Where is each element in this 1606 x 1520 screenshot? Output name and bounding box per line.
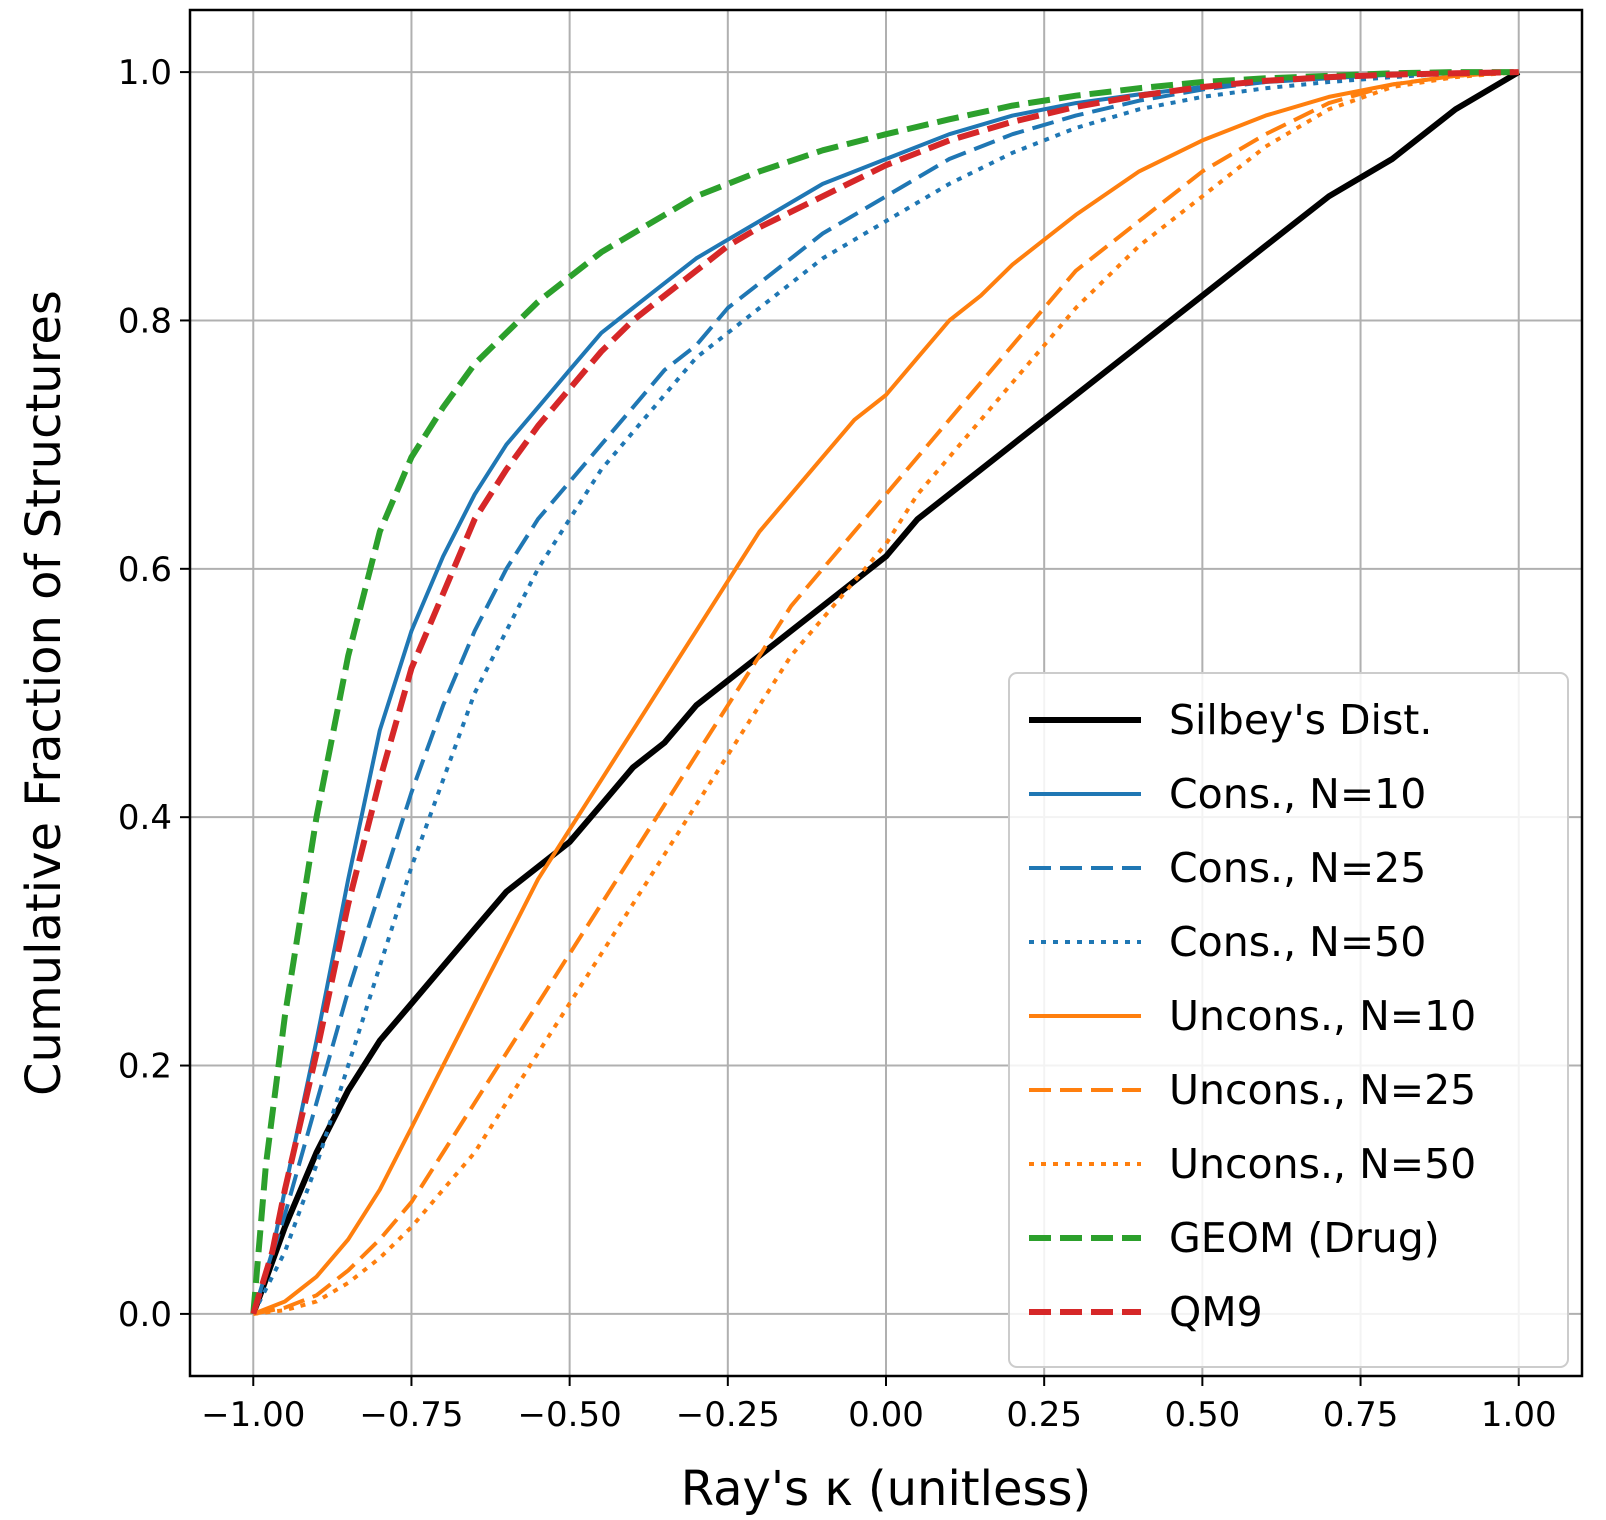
series-line-7 (250, 69, 1519, 1315)
legend-box (1008, 672, 1569, 1368)
y-tick-label: 0.2 (118, 1047, 172, 1087)
x-tick-label: 0.50 (1165, 1395, 1241, 1435)
x-tick-label: −0.50 (518, 1395, 622, 1435)
x-tick-label: −0.75 (359, 1395, 463, 1435)
y-tick-label: 1.0 (118, 53, 172, 93)
series-layer (250, 69, 1521, 1316)
series-line-6 (253, 70, 1519, 1316)
series-line-5 (252, 70, 1519, 1316)
x-tick-label: −0.25 (676, 1395, 780, 1435)
legend-label: Silbey's Dist. (1169, 696, 1432, 744)
legend-label: QM9 (1169, 1288, 1263, 1336)
y-tick-label: 0.4 (118, 798, 172, 838)
series-line-2 (251, 70, 1519, 1315)
x-tick-label: 0.25 (1006, 1395, 1082, 1435)
legend-label: Uncons., N=10 (1169, 992, 1476, 1040)
legend-label: Cons., N=10 (1169, 770, 1426, 818)
x-tick-label: 0.75 (1323, 1395, 1399, 1435)
y-tick-label: 0.0 (118, 1295, 172, 1335)
legend-label: Uncons., N=50 (1169, 1140, 1476, 1188)
y-axis-label: Cumulative Fraction of Structures (16, 290, 72, 1096)
y-tick-label: 0.8 (118, 301, 172, 341)
y-tick-label: 0.6 (118, 550, 172, 590)
legend-label: Cons., N=25 (1169, 844, 1426, 892)
series-line-4 (252, 70, 1519, 1316)
x-tick-label: 1.00 (1481, 1395, 1557, 1435)
x-axis-label: Ray's κ (unitless) (681, 1461, 1091, 1517)
legend-label: Uncons., N=25 (1169, 1066, 1476, 1114)
x-tick-label: 0.00 (848, 1395, 924, 1435)
x-axis: −1.00 −0.75 −0.50 −0.25 0.00 0.25 0.50 0.75 1.00 (201, 1376, 1557, 1435)
series-line-8 (250, 69, 1519, 1315)
legend: Silbey's Dist. Cons., N=10 Cons., N=25 Cons… (1008, 672, 1569, 1368)
y-axis: 0.0 0.2 0.4 0.6 0.8 1.0 (118, 53, 190, 1335)
legend-label: GEOM (Drug) (1169, 1214, 1440, 1262)
x-tick-label: −1.00 (201, 1395, 305, 1435)
series-line-0 (250, 69, 1521, 1315)
legend-label: Cons., N=50 (1169, 918, 1426, 966)
